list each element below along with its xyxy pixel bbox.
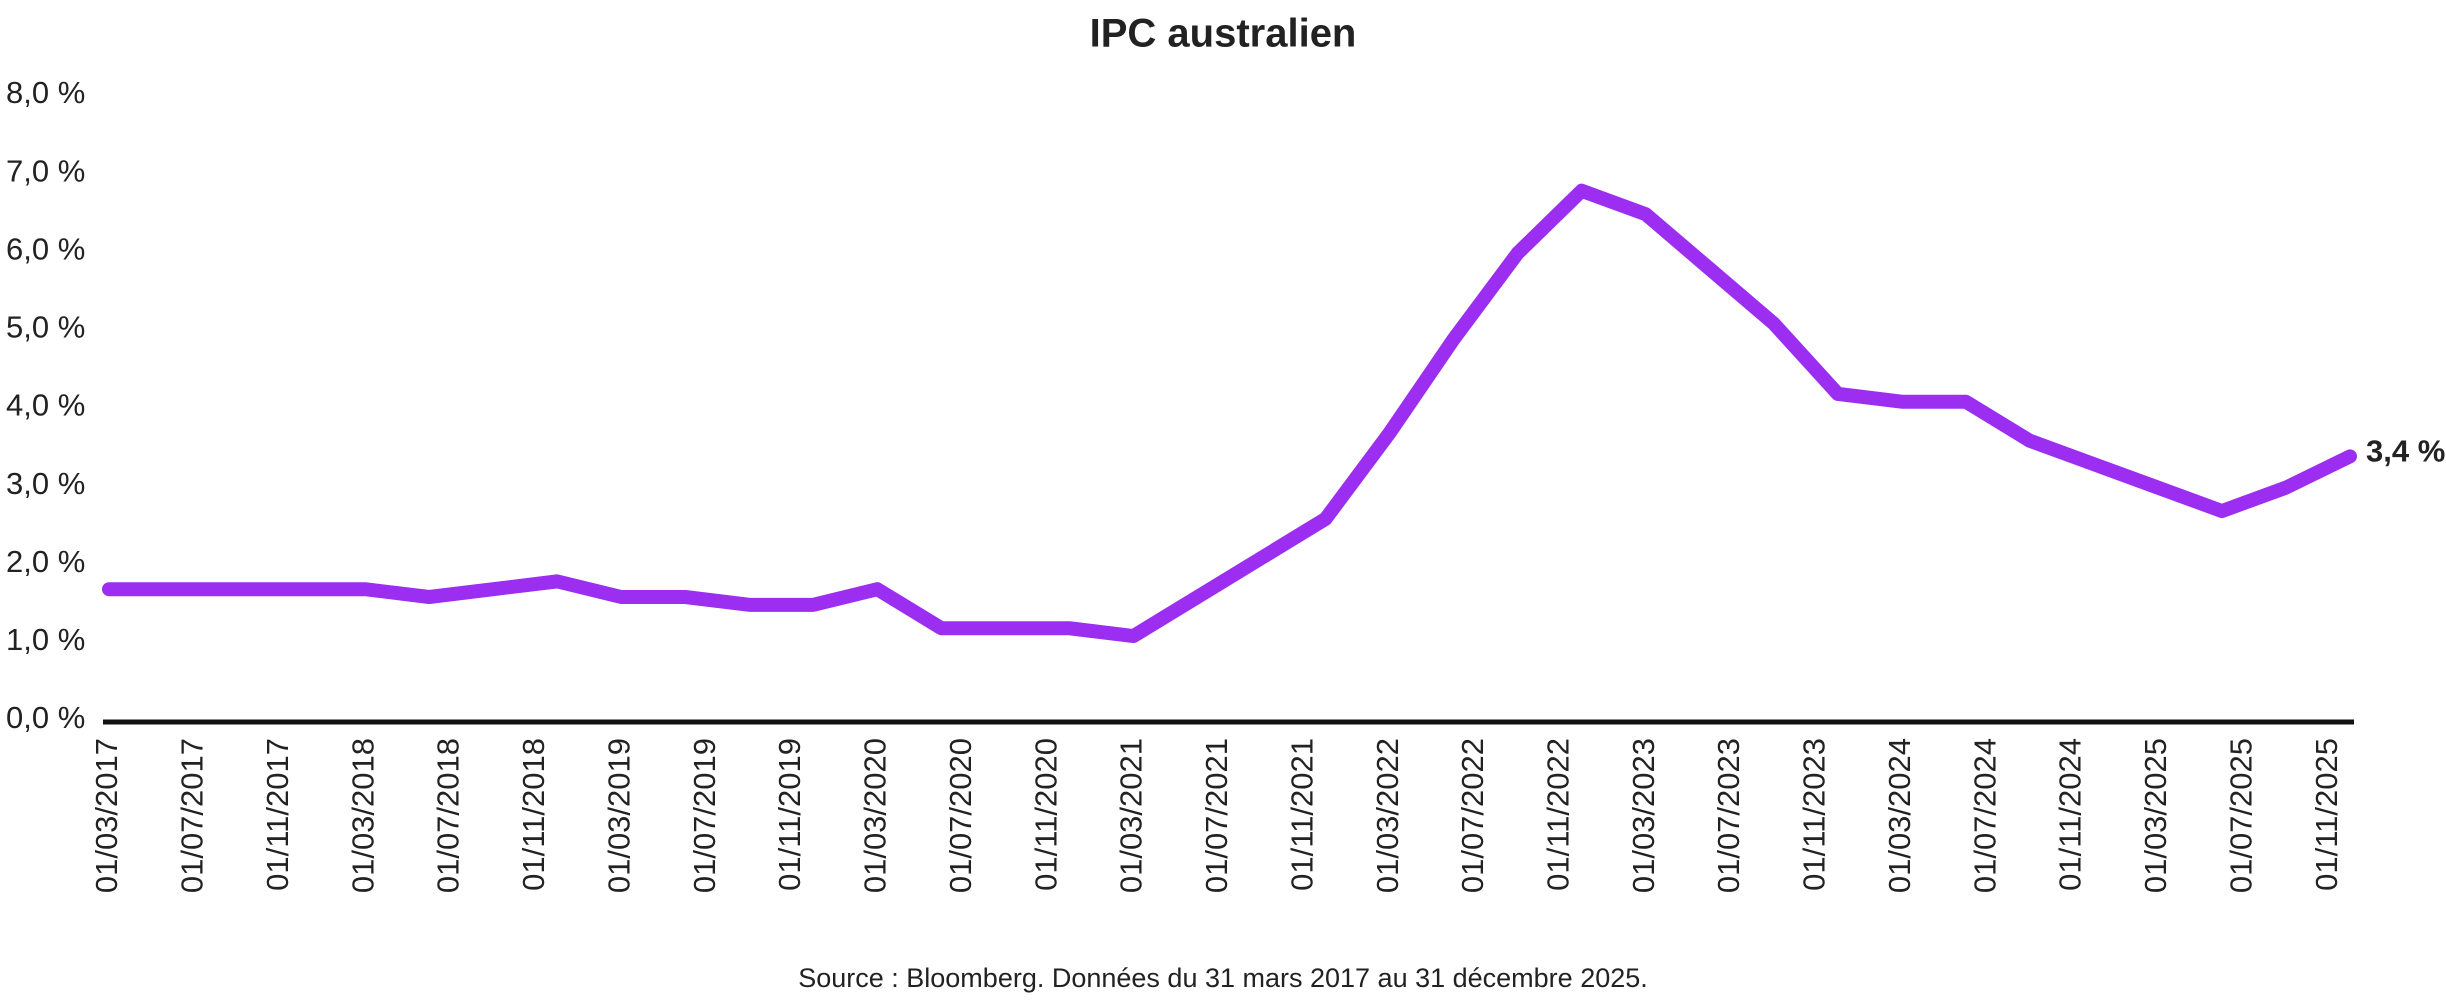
- y-tick-label: 4,0 %: [6, 388, 85, 423]
- x-tick-label: 01/03/2025: [2138, 738, 2173, 893]
- source-note: Source : Bloomberg. Données du 31 mars 2…: [798, 963, 1648, 993]
- x-tick-label: 01/03/2024: [1882, 738, 1917, 893]
- x-tick-label: 01/03/2018: [345, 738, 380, 893]
- x-tick-label: 01/07/2017: [175, 738, 210, 893]
- y-tick-label: 6,0 %: [6, 231, 85, 266]
- x-tick-label: 01/03/2021: [1114, 738, 1149, 893]
- x-tick-label: 01/03/2020: [858, 738, 893, 893]
- end-value-label: 3,4 %: [2366, 434, 2445, 469]
- x-tick-label: 01/11/2023: [1797, 738, 1832, 891]
- x-tick-label: 01/11/2022: [1541, 738, 1576, 891]
- x-tick-label: 01/11/2019: [772, 738, 807, 891]
- line-series: [102, 183, 2357, 644]
- x-tick-label: 01/07/2021: [1199, 738, 1234, 893]
- x-tick-label: 01/11/2024: [2053, 738, 2088, 891]
- x-tick-label: 01/07/2020: [943, 738, 978, 893]
- x-tick-label: 01/03/2019: [601, 738, 636, 893]
- y-tick-label: 7,0 %: [6, 153, 85, 188]
- y-tick-label: 5,0 %: [6, 310, 85, 345]
- x-tick-label: 01/11/2021: [1284, 738, 1319, 891]
- x-tick-label: 01/11/2017: [260, 738, 295, 891]
- x-tick-label: 01/07/2024: [1967, 738, 2002, 893]
- x-tick-label: 01/07/2018: [431, 738, 466, 893]
- y-tick-label: 3,0 %: [6, 466, 85, 501]
- x-tick-label: 01/07/2019: [687, 738, 722, 893]
- chart-title: IPC australien: [1090, 12, 1357, 56]
- y-tick-label: 8,0 %: [6, 75, 85, 110]
- y-tick-label: 1,0 %: [6, 622, 85, 657]
- x-tick-label: 01/07/2025: [2223, 738, 2258, 893]
- x-tick-label: 01/07/2022: [1455, 738, 1490, 893]
- y-tick-label: 0,0 %: [6, 700, 85, 735]
- y-tick-label: 2,0 %: [6, 544, 85, 579]
- x-tick-label: 01/11/2025: [2309, 738, 2344, 891]
- x-tick-label: 01/03/2022: [1370, 738, 1405, 893]
- x-tick-label: 01/03/2023: [1626, 738, 1661, 893]
- x-tick-label: 01/03/2017: [89, 738, 124, 893]
- x-tick-label: 01/11/2018: [516, 738, 551, 891]
- x-tick-label: 01/11/2020: [1028, 738, 1063, 891]
- x-tick-label: 01/07/2023: [1711, 738, 1746, 893]
